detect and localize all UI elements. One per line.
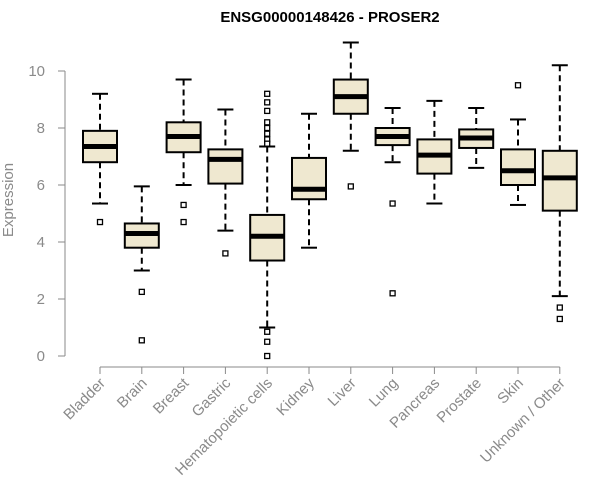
outlier-point: [556, 304, 563, 311]
boxes-layer: [82, 41, 578, 360]
outlier-point: [264, 124, 271, 132]
y-tick-label: 10: [28, 63, 45, 80]
y-axis-label: Expression: [0, 163, 17, 237]
outlier-point: [180, 218, 187, 226]
outlier-point: [556, 315, 563, 323]
outlier-point: [514, 82, 522, 89]
box-lung: [374, 107, 411, 297]
chart-title: ENSG00000148426 - PROSER2: [220, 9, 439, 26]
x-tick-label: Kidney: [273, 374, 318, 419]
outlier-point: [138, 288, 145, 296]
outlier-point: [264, 352, 271, 360]
box-prostate: [458, 107, 495, 169]
outlier-point: [264, 99, 271, 106]
outlier-point: [222, 250, 229, 257]
iqr-box: [291, 156, 327, 201]
box-skin: [500, 82, 536, 206]
y-axis: 0 2 4 6 8 10: [28, 63, 66, 365]
outlier-point: [264, 328, 271, 335]
outlier-point: [389, 290, 396, 297]
outlier-point: [264, 140, 271, 147]
outlier-point: [264, 119, 271, 126]
iqr-box: [541, 149, 578, 212]
y-tick-label: 4: [37, 234, 45, 251]
box-brain: [123, 185, 160, 344]
x-tick-label: Lung: [366, 375, 402, 411]
box-gastric: [207, 108, 244, 257]
iqr-box: [207, 148, 244, 185]
y-tick-label: 8: [37, 120, 45, 137]
y-tick-label: 0: [37, 348, 45, 365]
box-bladder: [82, 92, 118, 226]
outlier-point: [138, 337, 145, 344]
box-kidney: [291, 112, 327, 249]
box-unknown-other: [541, 64, 578, 323]
outlier-point: [264, 338, 271, 345]
iqr-box: [500, 148, 536, 186]
outlier-point: [264, 107, 271, 115]
x-tick-label: Bladder: [60, 375, 109, 424]
outlier-point: [389, 200, 396, 207]
x-tick-label: Breast: [150, 374, 193, 417]
outlier-point: [347, 183, 354, 190]
x-tick-label: Liver: [325, 375, 360, 410]
box-breast: [165, 78, 202, 226]
box-pancreas: [416, 99, 453, 205]
x-tick-label: Prostate: [433, 375, 485, 427]
y-tick-label: 6: [37, 177, 45, 194]
y-tick-label: 2: [37, 291, 45, 308]
box-liver: [332, 41, 369, 190]
outlier-point: [180, 201, 187, 209]
outlier-point: [264, 90, 271, 97]
outlier-point: [96, 218, 104, 226]
outlier-point: [264, 130, 271, 137]
box-hematopoietic-cells: [249, 90, 286, 360]
x-tick-label: Brain: [114, 375, 151, 412]
x-tick-label: Skin: [494, 375, 527, 408]
